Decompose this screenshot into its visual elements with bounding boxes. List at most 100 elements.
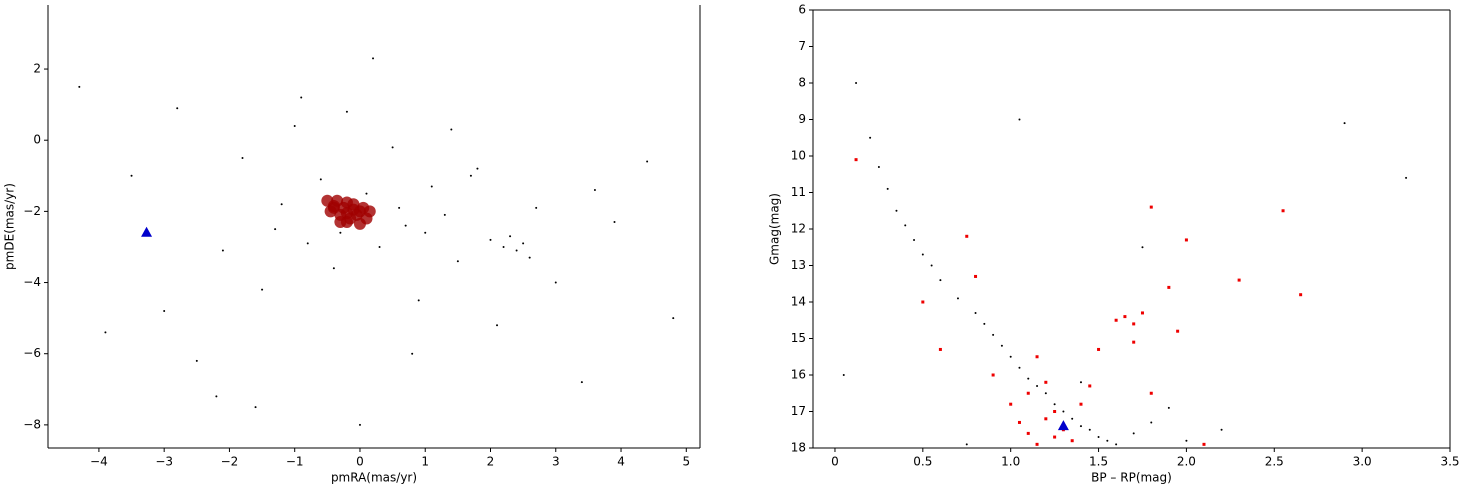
point (1132, 340, 1136, 344)
y-tick-label: 9 (798, 112, 806, 126)
y-tick-label: −8 (23, 417, 41, 431)
point (450, 128, 453, 131)
y-axis-label: Gmag(mag) (768, 193, 782, 265)
point (1150, 421, 1153, 424)
y-tick-label: 13 (791, 258, 806, 272)
point (378, 245, 381, 248)
point (921, 253, 924, 256)
point (1184, 238, 1188, 242)
point (580, 381, 583, 384)
point (535, 206, 538, 209)
point (1132, 322, 1136, 326)
y-tick-label: 8 (798, 76, 806, 90)
y-tick-label: 10 (791, 149, 806, 163)
point (502, 245, 505, 248)
y-tick-label: 18 (791, 441, 806, 455)
point (339, 231, 342, 234)
point (509, 235, 512, 238)
y-tick-label: −6 (23, 346, 41, 360)
point (939, 279, 942, 282)
point (1097, 347, 1101, 351)
point (1343, 122, 1346, 125)
point (357, 201, 370, 214)
point (1299, 293, 1303, 297)
point (334, 216, 347, 229)
point (78, 85, 81, 88)
point (913, 238, 916, 241)
point (904, 224, 907, 227)
point (593, 189, 596, 192)
point (1167, 285, 1171, 289)
point (1088, 384, 1092, 388)
x-axis-label: pmRA(mas/yr) (331, 471, 417, 485)
point (130, 174, 133, 177)
point (1088, 428, 1091, 431)
point (1071, 417, 1074, 420)
point (956, 297, 959, 300)
point (1035, 355, 1039, 359)
y-tick-label: 0 (33, 133, 41, 147)
point (319, 178, 322, 181)
point (1149, 205, 1153, 209)
point (261, 288, 264, 291)
y-tick-label: 15 (791, 331, 806, 345)
point (476, 167, 479, 170)
point (1123, 315, 1127, 319)
point (1237, 278, 1241, 282)
point (930, 264, 933, 267)
point (372, 57, 375, 60)
x-tick-label: 1.0 (1001, 455, 1020, 469)
point (1115, 443, 1118, 446)
point (274, 228, 277, 231)
y-tick-label: −2 (23, 204, 41, 218)
x-tick-label: −4 (90, 455, 108, 469)
point (306, 242, 309, 245)
point (613, 221, 616, 224)
point (1026, 391, 1030, 395)
x-tick-label: −3 (155, 455, 173, 469)
x-tick-label: 0 (356, 455, 364, 469)
point (992, 333, 995, 336)
point (1070, 439, 1074, 443)
point (938, 347, 942, 351)
point (983, 322, 986, 325)
point (1027, 377, 1030, 380)
y-tick-label: 7 (798, 39, 806, 53)
x-axis-label: BP – RP(mag) (1091, 471, 1172, 485)
point (1141, 246, 1144, 249)
point (522, 242, 525, 245)
point (1053, 410, 1057, 413)
point (1053, 435, 1057, 439)
point (254, 406, 257, 409)
point (280, 203, 283, 206)
point (1079, 425, 1082, 428)
point (869, 136, 872, 139)
x-tick-label: 1 (421, 455, 429, 469)
point (404, 224, 407, 227)
point (398, 206, 401, 209)
point (965, 443, 968, 446)
point (469, 174, 472, 177)
y-axis-label: pmDE(mas/yr) (3, 183, 17, 270)
point (886, 187, 889, 190)
point (1405, 176, 1408, 179)
x-tick-label: 5 (682, 455, 690, 469)
point (554, 281, 557, 284)
point (443, 213, 446, 216)
point (1281, 209, 1285, 213)
x-tick-label: 0 (831, 455, 839, 469)
point (672, 317, 675, 320)
y-tick-label: 12 (791, 222, 806, 236)
x-tick-label: 2.5 (1265, 455, 1284, 469)
point (430, 185, 433, 188)
point (241, 157, 244, 160)
point (1185, 439, 1188, 442)
point (1044, 392, 1047, 395)
point (1026, 431, 1030, 435)
point (1097, 436, 1100, 439)
point (1035, 442, 1039, 446)
point (353, 217, 366, 230)
point (221, 249, 224, 252)
x-tick-label: 3 (552, 455, 560, 469)
